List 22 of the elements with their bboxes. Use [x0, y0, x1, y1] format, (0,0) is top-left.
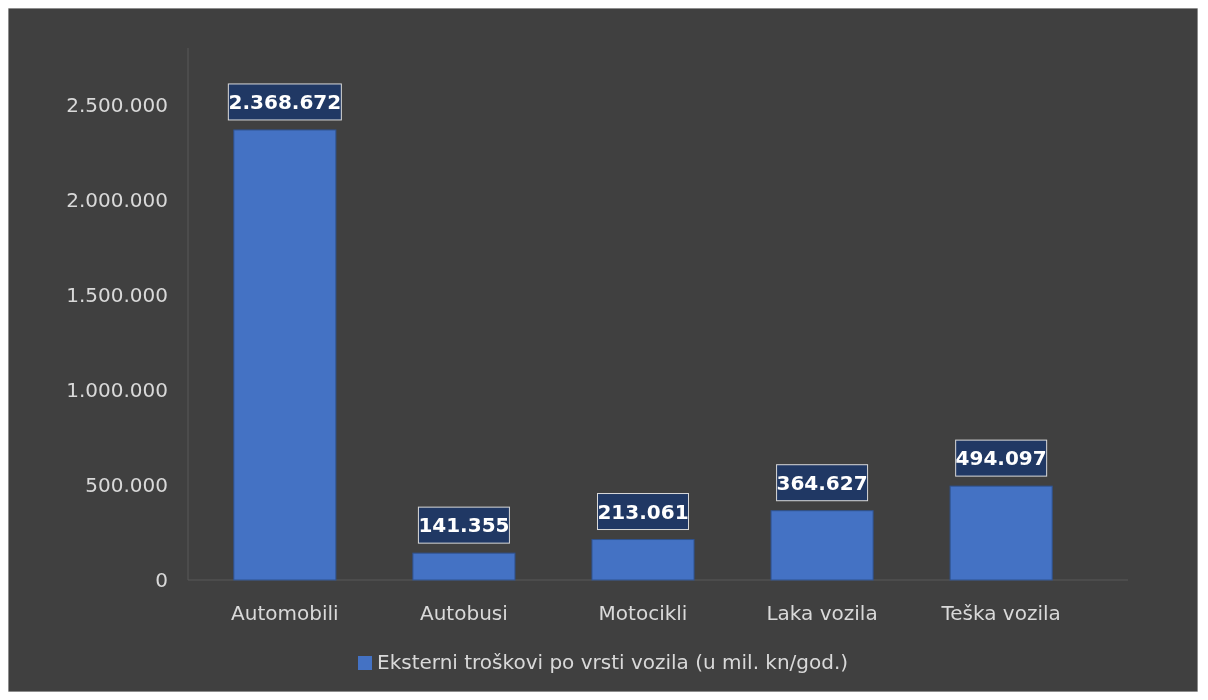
bar	[949, 485, 1053, 581]
legend-label: Eksterni troškovi po vrsti vozila (u mil. kn/god.)	[377, 650, 849, 674]
data-label: 494.097	[955, 446, 1047, 471]
y-tick-label: 1.000.000	[66, 378, 168, 402]
data-label: 141.355	[418, 513, 510, 538]
x-tick-label: Autobusi	[420, 601, 508, 625]
y-tick-label: 500.000	[85, 473, 168, 497]
x-tick-label: Teška vozila	[940, 601, 1061, 625]
x-tick-label: Automobili	[231, 601, 339, 625]
y-tick-label: 2.000.000	[66, 188, 168, 212]
x-tick-label: Laka vozila	[766, 601, 878, 625]
bar	[233, 129, 337, 581]
data-label: 2.368.672	[228, 89, 342, 114]
bar	[591, 539, 695, 581]
bar	[770, 510, 874, 581]
y-tick-label: 1.500.000	[66, 283, 168, 307]
data-label: 364.627	[776, 470, 868, 495]
x-tick-label: Motocikli	[598, 601, 688, 625]
y-tick-label: 2.500.000	[66, 93, 168, 117]
bar	[412, 552, 516, 581]
data-label: 213.061	[597, 499, 689, 524]
y-tick-label: 0	[155, 568, 168, 592]
